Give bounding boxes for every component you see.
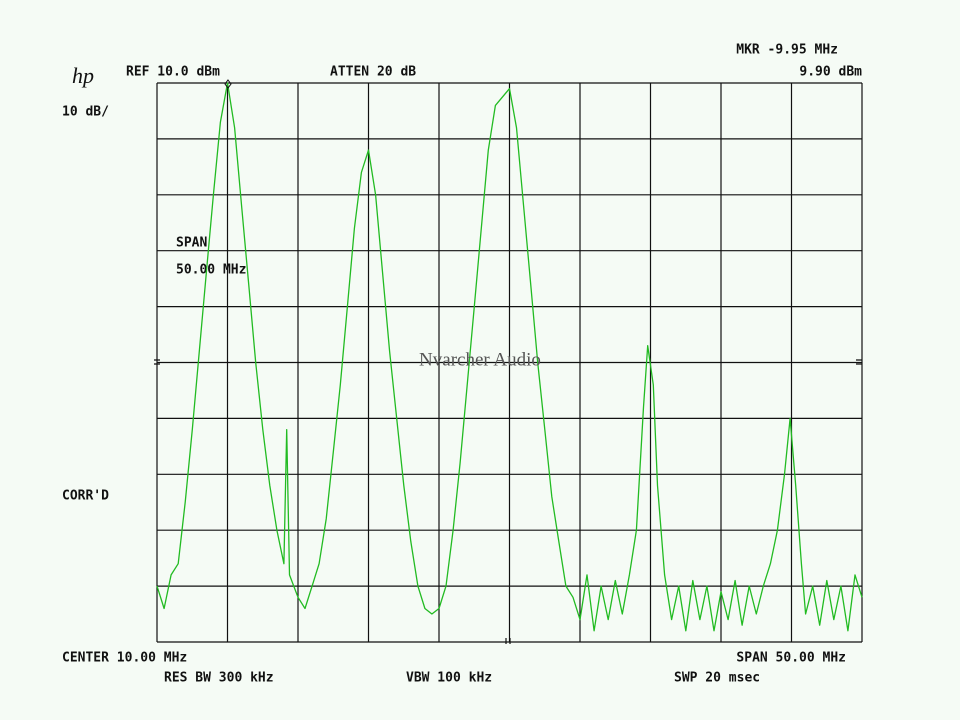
edge-markers <box>154 359 862 644</box>
plot-area <box>156 82 863 643</box>
scale: 10 dB/ <box>62 105 109 120</box>
logo: hp <box>72 63 94 88</box>
marker-level: 9.90 dBm <box>799 65 862 80</box>
trace <box>156 82 863 632</box>
span: SPAN 50.00 MHz <box>736 651 846 666</box>
video-bandwidth: VBW 100 kHz <box>406 671 492 686</box>
span-value: 50.00 MHz <box>176 263 246 278</box>
correction: CORR'D <box>62 489 109 504</box>
marker-symbol <box>224 79 232 89</box>
center-frequency: CENTER 10.00 MHz <box>62 651 187 666</box>
attenuation: ATTEN 20 dB <box>330 65 416 80</box>
resolution-bandwidth: RES BW 300 kHz <box>164 671 274 686</box>
span-label: SPAN <box>176 236 207 251</box>
ref-level: REF 10.0 dBm <box>126 65 220 80</box>
watermark: Nvarcher Audio <box>419 349 541 370</box>
sweep-time: SWP 20 msec <box>674 671 760 686</box>
marker-frequency: MKR -9.95 MHz <box>736 43 838 58</box>
